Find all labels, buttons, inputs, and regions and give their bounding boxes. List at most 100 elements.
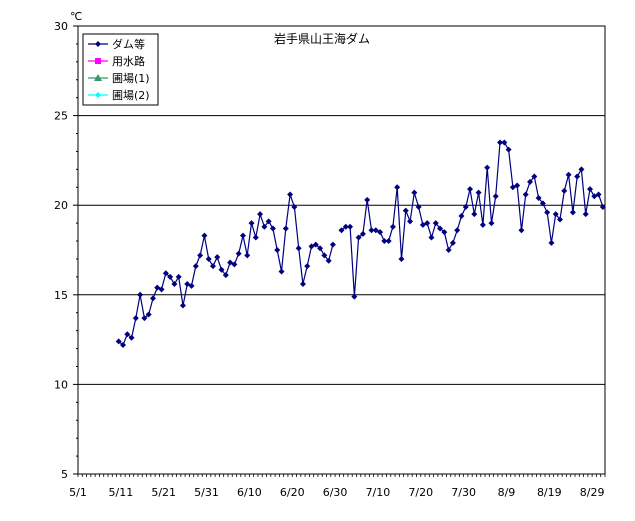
data-point — [501, 139, 508, 146]
data-point — [227, 259, 234, 266]
data-point — [377, 229, 384, 236]
data-point — [252, 234, 259, 241]
data-point — [402, 207, 409, 214]
data-point — [167, 273, 174, 280]
data-point — [248, 220, 255, 227]
x-tick-label: 7/20 — [408, 486, 433, 499]
data-point — [154, 284, 161, 291]
data-point — [514, 182, 521, 189]
data-point — [372, 227, 379, 234]
data-point — [518, 227, 525, 234]
data-point — [287, 191, 294, 198]
data-point — [398, 255, 405, 262]
data-point — [197, 252, 204, 259]
data-point — [239, 232, 246, 239]
data-point — [544, 209, 551, 216]
data-point — [591, 193, 598, 200]
data-point — [368, 227, 375, 234]
legend-item: 用水路 — [88, 55, 145, 68]
data-point — [329, 241, 336, 248]
y-tick-label: 5 — [61, 468, 68, 481]
x-tick-label: 7/30 — [451, 486, 476, 499]
legend-box — [82, 33, 159, 106]
data-point — [299, 281, 306, 288]
data-point — [278, 268, 285, 275]
data-point — [308, 243, 315, 250]
data-point — [128, 334, 135, 341]
plot-area — [77, 25, 606, 475]
data-point — [179, 302, 186, 309]
data-point — [257, 211, 264, 218]
data-point — [561, 187, 568, 194]
y-tick-label: 25 — [54, 110, 68, 123]
y-tick-label: 30 — [54, 20, 68, 33]
data-point — [394, 184, 401, 191]
legend-label: 用水路 — [112, 55, 145, 68]
data-point — [535, 195, 542, 202]
data-point — [432, 220, 439, 227]
data-point — [587, 186, 594, 193]
data-point — [295, 245, 302, 252]
data-point — [595, 191, 602, 198]
data-point — [321, 252, 328, 259]
data-point — [291, 203, 298, 210]
data-point — [578, 166, 585, 173]
data-point — [539, 200, 546, 207]
data-point — [162, 270, 169, 277]
data-point — [389, 223, 396, 230]
data-point — [132, 315, 139, 322]
data-point — [351, 293, 358, 300]
data-point — [158, 286, 165, 293]
data-point — [201, 232, 208, 239]
data-point — [492, 193, 499, 200]
data-point — [582, 211, 589, 218]
data-point — [209, 263, 216, 270]
legend-item: 圃場(2) — [88, 89, 150, 102]
data-point — [124, 331, 131, 338]
x-tick-label: 5/31 — [194, 486, 219, 499]
data-point — [115, 338, 122, 345]
data-point — [282, 225, 289, 232]
data-point — [265, 218, 272, 225]
data-point — [419, 221, 426, 228]
data-point — [304, 263, 311, 270]
data-point — [188, 282, 195, 289]
chart-title: 岩手県山王海ダム — [274, 31, 370, 46]
data-point — [137, 291, 144, 298]
grid-lines — [78, 115, 605, 385]
data-point — [149, 295, 156, 302]
data-point — [235, 250, 242, 257]
data-point — [119, 341, 126, 348]
data-point — [355, 234, 362, 241]
data-point — [218, 266, 225, 273]
data-point — [411, 189, 418, 196]
data-point — [222, 272, 229, 279]
series-dam — [115, 139, 606, 348]
x-tick-label: 8/19 — [537, 486, 562, 499]
data-point — [205, 255, 212, 262]
data-point — [342, 223, 349, 230]
data-point — [171, 281, 178, 288]
data-point — [552, 211, 559, 218]
x-tick-label: 8/29 — [580, 486, 605, 499]
data-point — [437, 225, 444, 232]
x-axis: 5/1 5/11 5/21 5/31 6/10 6/20 6/30 7/10 7/20 7/30 8… — [69, 474, 606, 499]
data-point — [231, 261, 238, 268]
series-layer — [115, 139, 606, 348]
data-point — [527, 178, 534, 185]
data-point — [192, 263, 199, 270]
data-point — [359, 230, 366, 237]
data-point — [479, 221, 486, 228]
data-point — [454, 227, 461, 234]
legend-label: 圃場(2) — [112, 89, 150, 102]
x-tick-label: 5/11 — [108, 486, 133, 499]
data-point — [381, 238, 388, 245]
y-tick-label: 10 — [54, 378, 68, 391]
data-point — [471, 211, 478, 218]
data-point — [484, 164, 491, 171]
legend-label: ダム等 — [112, 37, 145, 51]
data-point — [449, 239, 456, 246]
data-point — [458, 212, 465, 219]
